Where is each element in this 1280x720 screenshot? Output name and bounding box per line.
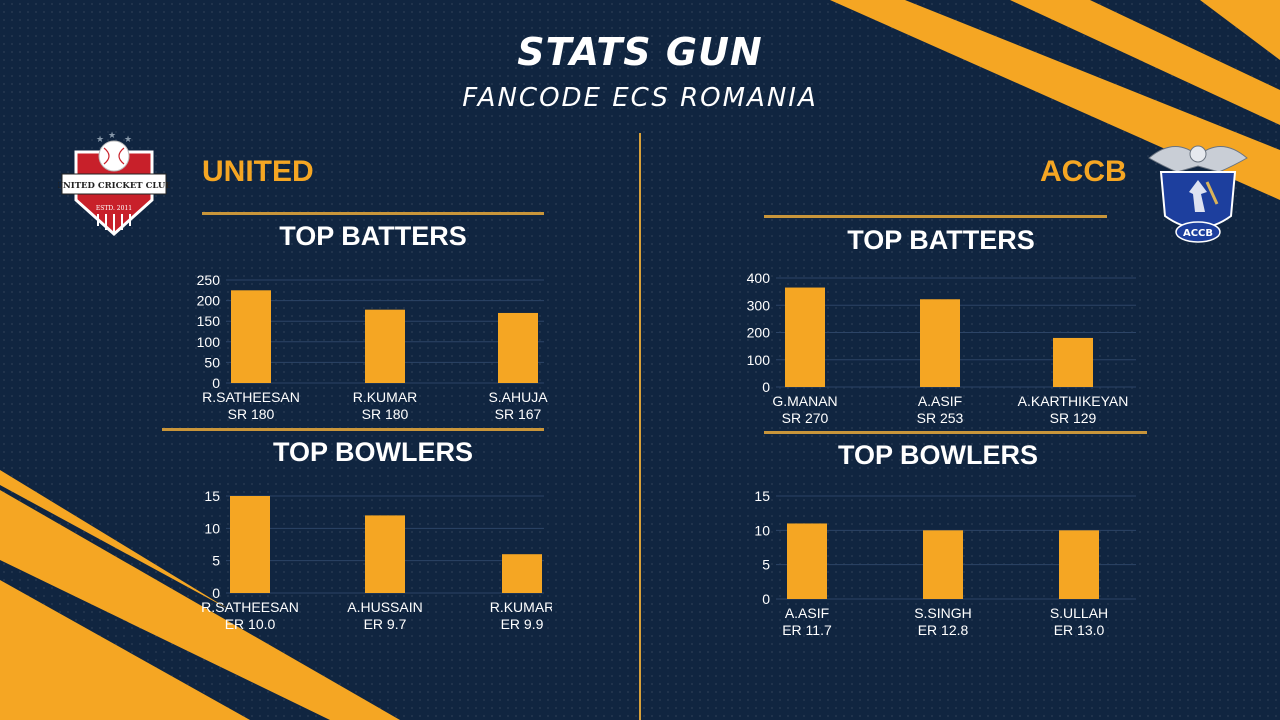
- team-name-right: ACCB: [1040, 155, 1127, 188]
- y-tick-label: 200: [747, 325, 771, 341]
- y-tick-label: 15: [204, 488, 220, 504]
- slash-top-right-3: [1200, 0, 1280, 60]
- y-tick-label: 0: [212, 375, 220, 391]
- logo-club-name: UNITED CRICKET CLUB: [58, 181, 170, 191]
- y-tick-label: 150: [197, 313, 221, 329]
- section-left-bowlers: TOP BOWLERS: [272, 437, 474, 467]
- x-category-label: A.ASIF: [918, 393, 962, 409]
- section-right-batters: TOP BATTERS: [847, 225, 1035, 255]
- svg-text:★: ★: [124, 135, 132, 145]
- x-category-label: R.SATHEESAN: [201, 599, 299, 615]
- y-tick-label: 50: [204, 354, 220, 370]
- x-category-label: R.KUMAR: [490, 599, 552, 615]
- x-category-label: R.KUMAR: [353, 389, 418, 405]
- x-category-label: S.SINGH: [914, 605, 972, 621]
- x-sublabel: ER 9.9: [501, 616, 544, 632]
- rule-right-mid: [764, 431, 1147, 434]
- logo-estd: ESTD. 2011: [96, 205, 132, 212]
- section-right-bowlers: TOP BOWLERS: [837, 440, 1039, 470]
- y-tick-label: 0: [762, 379, 770, 395]
- x-sublabel: SR 180: [228, 406, 275, 422]
- page-subtitle: FANCODE ECS ROMANIA: [462, 83, 818, 113]
- slash-top-right-2: [1010, 0, 1280, 125]
- bar: [1053, 337, 1093, 387]
- y-tick-label: 5: [762, 557, 770, 573]
- bar: [787, 523, 827, 599]
- svg-text:★: ★: [96, 135, 104, 145]
- rule-right-top: [764, 215, 1107, 218]
- bar: [231, 290, 271, 383]
- rule-left-mid: [162, 428, 544, 431]
- slash-bottom-left-2: [0, 580, 250, 720]
- slash-bottom-left-3: [0, 470, 230, 610]
- x-sublabel: SR 129: [1050, 410, 1097, 426]
- x-category-label: G.MANAN: [772, 393, 837, 409]
- x-category-label: A.ASIF: [785, 605, 829, 621]
- x-sublabel: SR 180: [362, 406, 409, 422]
- y-tick-label: 250: [197, 272, 221, 288]
- x-sublabel: ER 9.7: [364, 616, 407, 632]
- bar: [230, 496, 270, 593]
- y-tick-label: 200: [197, 293, 221, 309]
- x-category-label: A.KARTHIKEYAN: [1018, 393, 1129, 409]
- bar: [365, 515, 405, 593]
- united-cricket-club-logo-icon: UNITED CRICKET CLUB ESTD. 2011 ★ ★ ★: [58, 131, 170, 237]
- logo-accb-text: ACCB: [1183, 228, 1213, 239]
- team-name-left: UNITED: [202, 155, 314, 188]
- x-sublabel: ER 12.8: [918, 622, 969, 638]
- rule-left-top: [202, 212, 544, 215]
- bar: [365, 309, 405, 383]
- x-sublabel: SR 270: [782, 410, 829, 426]
- y-tick-label: 15: [754, 488, 770, 504]
- bar: [1059, 530, 1099, 599]
- y-tick-label: 0: [212, 585, 220, 601]
- x-category-label: A.HUSSAIN: [347, 599, 422, 615]
- slash-bottom-left-1: [0, 490, 400, 720]
- bar: [502, 554, 542, 593]
- section-left-batters: TOP BATTERS: [279, 221, 467, 251]
- center-divider: [639, 133, 641, 720]
- bar: [498, 312, 538, 383]
- y-tick-label: 100: [197, 334, 221, 350]
- bar: [785, 287, 825, 387]
- x-sublabel: ER 11.7: [782, 622, 832, 638]
- x-category-label: S.ULLAH: [1050, 605, 1108, 621]
- bar: [923, 530, 963, 599]
- y-tick-label: 5: [212, 553, 220, 569]
- svg-text:★: ★: [108, 131, 116, 141]
- x-sublabel: SR 167: [495, 406, 542, 422]
- y-tick-label: 300: [747, 297, 771, 313]
- y-tick-label: 10: [204, 520, 220, 536]
- y-tick-label: 400: [747, 270, 771, 286]
- y-tick-label: 100: [747, 352, 771, 368]
- accb-eagle-logo-icon: ACCB: [1148, 145, 1248, 243]
- x-category-label: R.SATHEESAN: [202, 389, 300, 405]
- y-tick-label: 0: [762, 591, 770, 607]
- x-sublabel: ER 10.0: [225, 616, 276, 632]
- y-tick-label: 10: [754, 522, 770, 538]
- x-sublabel: SR 253: [917, 410, 964, 426]
- x-sublabel: ER 13.0: [1054, 622, 1105, 638]
- bar: [920, 299, 960, 387]
- x-category-label: S.AHUJA: [488, 389, 548, 405]
- page-title: STATS GUN: [517, 30, 763, 74]
